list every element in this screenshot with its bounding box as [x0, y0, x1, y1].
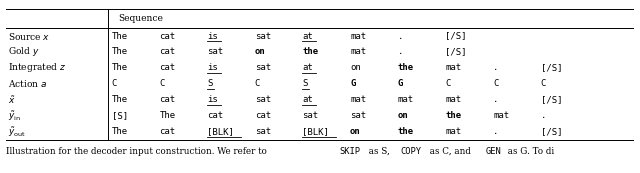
Text: [/S]: [/S]	[541, 127, 563, 136]
Text: The: The	[159, 111, 175, 120]
Text: is: is	[207, 95, 218, 104]
Text: mat: mat	[350, 95, 366, 104]
Text: SKIP: SKIP	[340, 147, 361, 156]
Text: C: C	[159, 79, 165, 88]
Text: as G. To di: as G. To di	[506, 147, 555, 156]
Text: GEN: GEN	[486, 147, 501, 156]
Text: S: S	[207, 79, 212, 88]
Text: mat: mat	[398, 95, 414, 104]
Text: C: C	[112, 79, 117, 88]
Text: the: the	[398, 127, 414, 136]
Text: .: .	[493, 95, 499, 104]
Text: [/S]: [/S]	[541, 63, 563, 72]
Text: mat: mat	[445, 127, 461, 136]
Text: at: at	[303, 63, 313, 72]
Text: on: on	[398, 111, 408, 120]
Text: as C, and: as C, and	[426, 147, 473, 156]
Text: mat: mat	[350, 47, 366, 57]
Text: C: C	[493, 79, 499, 88]
Text: [BLK]: [BLK]	[207, 127, 234, 136]
Text: The: The	[112, 63, 128, 72]
Text: Gold $y$: Gold $y$	[8, 45, 39, 58]
Text: at: at	[303, 31, 313, 40]
Text: on: on	[350, 63, 361, 72]
Text: Action $a$: Action $a$	[8, 79, 47, 89]
Text: $\tilde{y}_{\rm out}$: $\tilde{y}_{\rm out}$	[8, 125, 26, 139]
Text: cat: cat	[207, 111, 223, 120]
Text: cat: cat	[159, 47, 175, 57]
Text: [BLK]: [BLK]	[303, 127, 330, 136]
Text: sat: sat	[350, 111, 366, 120]
Text: .: .	[398, 31, 403, 40]
Text: Source $x$: Source $x$	[8, 30, 50, 42]
Text: C: C	[255, 79, 260, 88]
Text: [/S]: [/S]	[445, 31, 467, 40]
Text: the: the	[445, 111, 461, 120]
Text: cat: cat	[159, 63, 175, 72]
Text: .: .	[493, 63, 499, 72]
Text: .: .	[541, 111, 546, 120]
Text: mat: mat	[445, 63, 461, 72]
Text: on: on	[350, 127, 361, 136]
Text: S: S	[303, 79, 308, 88]
Text: $\tilde{y}_{\rm in}$: $\tilde{y}_{\rm in}$	[8, 109, 20, 123]
Text: sat: sat	[207, 47, 223, 57]
Text: mat: mat	[350, 31, 366, 40]
Text: The: The	[112, 31, 128, 40]
Text: the: the	[398, 63, 414, 72]
Text: on: on	[255, 47, 266, 57]
Text: sat: sat	[303, 111, 319, 120]
Text: cat: cat	[159, 31, 175, 40]
Text: as S,: as S,	[366, 147, 393, 156]
Text: G: G	[350, 79, 355, 88]
Text: [S]: [S]	[112, 111, 128, 120]
Text: mat: mat	[493, 111, 509, 120]
Text: [/S]: [/S]	[445, 47, 467, 57]
Text: sat: sat	[255, 31, 271, 40]
Text: .: .	[398, 47, 403, 57]
Text: sat: sat	[255, 63, 271, 72]
Text: .: .	[493, 127, 499, 136]
Text: [/S]: [/S]	[541, 95, 563, 104]
Text: is: is	[207, 31, 218, 40]
Text: is: is	[207, 63, 218, 72]
Text: C: C	[541, 79, 546, 88]
Text: COPY: COPY	[400, 147, 421, 156]
Text: The: The	[112, 95, 128, 104]
Text: Integrated $z$: Integrated $z$	[8, 61, 66, 74]
Text: The: The	[112, 127, 128, 136]
Text: mat: mat	[445, 95, 461, 104]
Text: cat: cat	[255, 111, 271, 120]
Text: Illustration for the decoder input construction. We refer to: Illustration for the decoder input const…	[6, 147, 270, 156]
Text: G: G	[398, 79, 403, 88]
Text: sat: sat	[255, 95, 271, 104]
Text: the: the	[303, 47, 319, 57]
Text: cat: cat	[159, 127, 175, 136]
Text: sat: sat	[255, 127, 271, 136]
Text: cat: cat	[159, 95, 175, 104]
Text: Sequence: Sequence	[118, 14, 163, 23]
Text: The: The	[112, 47, 128, 57]
Text: at: at	[303, 95, 313, 104]
Text: $\tilde{x}$: $\tilde{x}$	[8, 94, 15, 106]
Text: C: C	[445, 79, 451, 88]
